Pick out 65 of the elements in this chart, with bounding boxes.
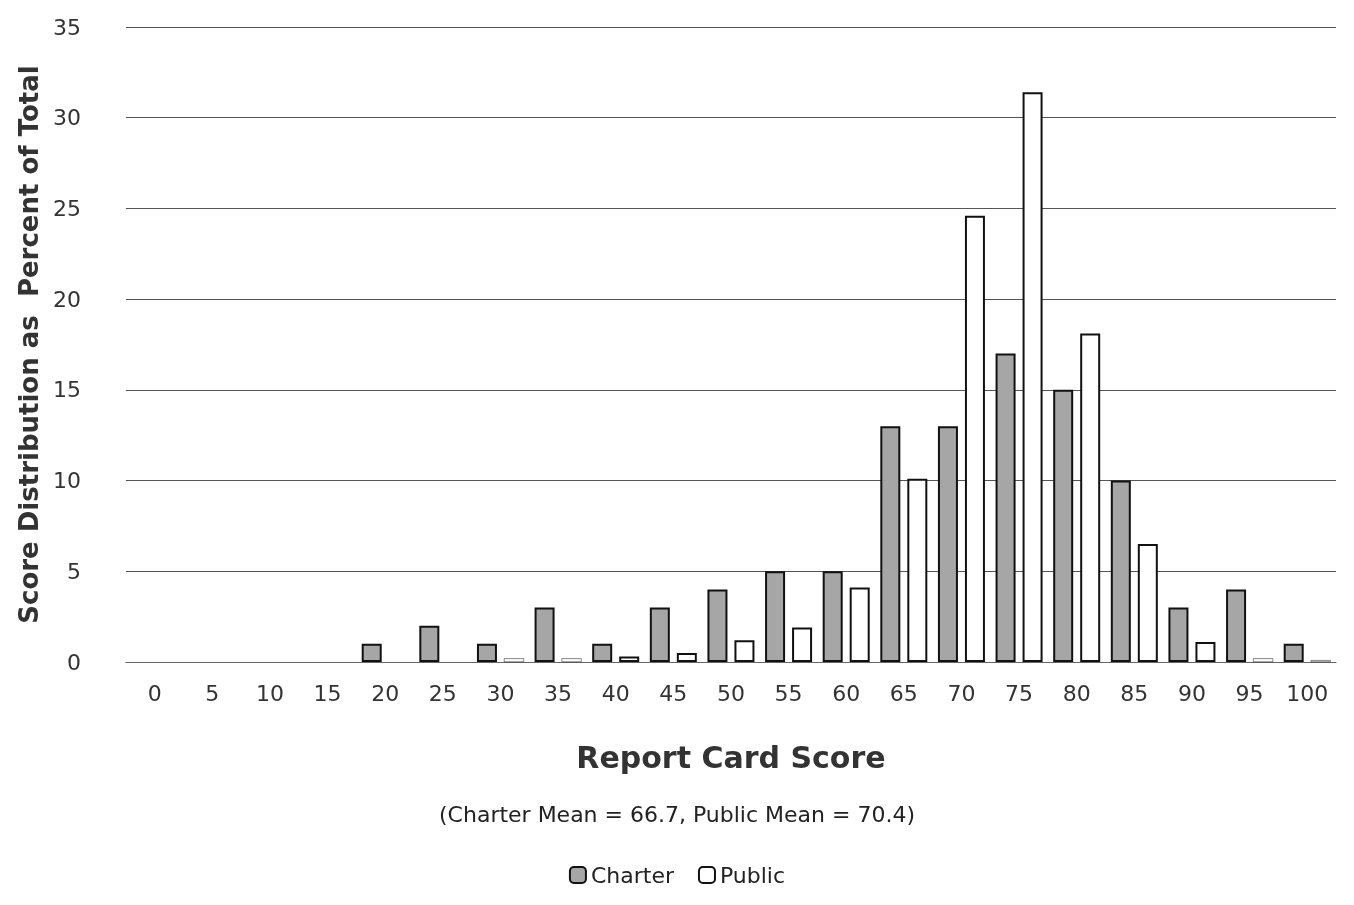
x-tick-label: 65 bbox=[889, 680, 918, 706]
y-tick-label: 35 bbox=[52, 14, 81, 40]
bar bbox=[880, 426, 901, 662]
x-tick-label: 70 bbox=[947, 680, 976, 706]
x-tick-label: 0 bbox=[147, 680, 162, 706]
bar bbox=[734, 640, 755, 662]
x-tick-label: 90 bbox=[1177, 680, 1206, 706]
bar bbox=[937, 426, 958, 662]
bar bbox=[561, 658, 582, 662]
bar bbox=[1080, 333, 1101, 662]
x-tick-label: 80 bbox=[1062, 680, 1091, 706]
bar bbox=[907, 478, 928, 662]
x-tick-label: 20 bbox=[371, 680, 400, 706]
y-tick-label: 0 bbox=[66, 649, 81, 675]
bar bbox=[476, 643, 497, 662]
x-tick-label: 85 bbox=[1120, 680, 1149, 706]
y-axis-title: Score Distribution as Percent of Total bbox=[14, 65, 44, 624]
bar bbox=[649, 607, 670, 662]
x-tick-label: 95 bbox=[1235, 680, 1264, 706]
text: (Charter Mean = 66.7, Public Mean = 70.4) bbox=[439, 801, 915, 827]
bar bbox=[707, 589, 728, 662]
bar bbox=[849, 587, 870, 662]
x-tick-label: 45 bbox=[659, 680, 688, 706]
bar bbox=[1195, 642, 1216, 662]
bar bbox=[1110, 480, 1131, 662]
x-tick-label: 15 bbox=[313, 680, 342, 706]
x-tick-label: 35 bbox=[544, 680, 573, 706]
x-tick-label: 40 bbox=[601, 680, 630, 706]
x-tick-label: 55 bbox=[774, 680, 803, 706]
bar bbox=[503, 658, 524, 662]
legend-label: Charter bbox=[590, 862, 675, 888]
x-tick-label: 5 bbox=[205, 680, 220, 706]
bar bbox=[361, 643, 382, 662]
bar bbox=[1137, 544, 1158, 662]
bar bbox=[676, 652, 697, 662]
bar bbox=[792, 627, 813, 662]
bar bbox=[419, 625, 440, 662]
y-tick-label: 20 bbox=[52, 286, 81, 312]
y-tick-label: 30 bbox=[52, 105, 81, 131]
y-tick-label: 5 bbox=[66, 558, 81, 584]
bar bbox=[995, 353, 1016, 662]
y-tick-label: 10 bbox=[52, 468, 81, 494]
bar bbox=[964, 215, 985, 662]
bar bbox=[1283, 643, 1304, 662]
y-tick-label: 15 bbox=[52, 377, 81, 403]
legend-label: Public bbox=[719, 862, 786, 888]
x-tick-label: 75 bbox=[1005, 680, 1034, 706]
x-tick-label: 25 bbox=[428, 680, 457, 706]
x-tick-label: 50 bbox=[716, 680, 745, 706]
y-tick-label: 25 bbox=[52, 195, 81, 221]
x-tick-label: 100 bbox=[1286, 680, 1329, 706]
x-tick-label: 30 bbox=[486, 680, 515, 706]
x-axis-title: Report Card Score bbox=[576, 739, 886, 775]
x-tick-label: 10 bbox=[255, 680, 284, 706]
bar bbox=[592, 643, 613, 662]
bar bbox=[1253, 658, 1274, 662]
bar bbox=[619, 656, 640, 662]
bar bbox=[1226, 589, 1247, 662]
bar bbox=[765, 571, 786, 662]
x-tick-label: 60 bbox=[832, 680, 861, 706]
bar bbox=[1168, 607, 1189, 662]
bar bbox=[1022, 92, 1043, 662]
bar bbox=[534, 607, 555, 662]
bar bbox=[822, 571, 843, 662]
bar bbox=[1053, 389, 1074, 662]
